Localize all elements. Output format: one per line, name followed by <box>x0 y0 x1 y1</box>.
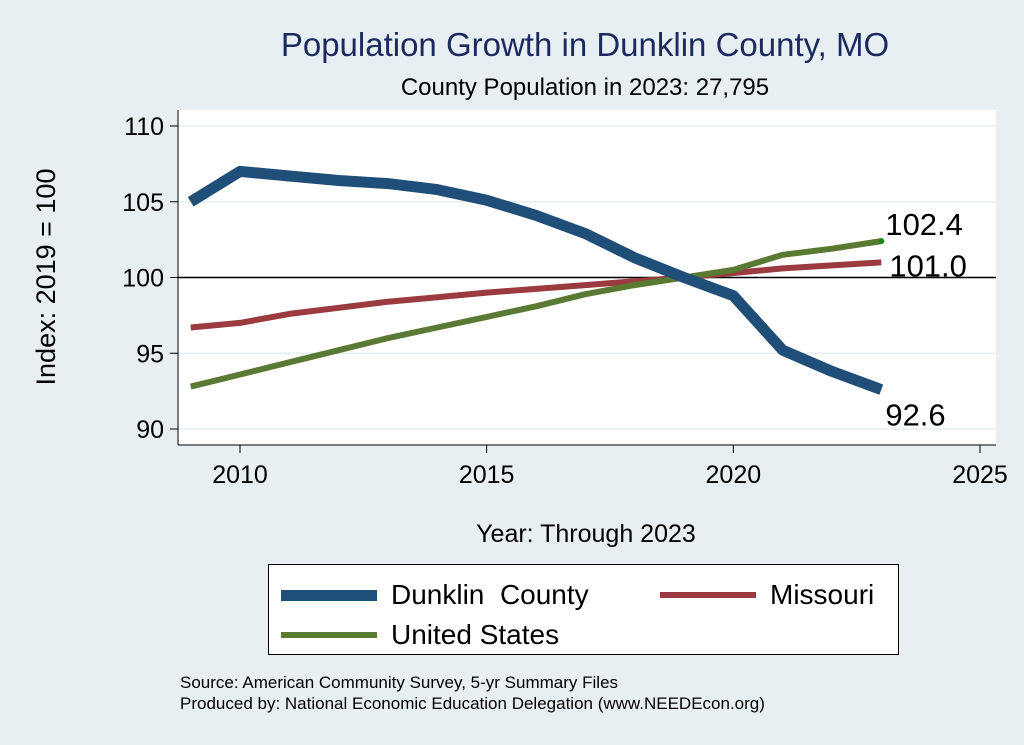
end-labels: 92.6 101.0 102.4 <box>885 207 967 432</box>
line-chart: 90 95 100 105 110 2010 2015 2020 2025 92.6 101.0… <box>31 110 1008 548</box>
legend-item-missouri: Missouri <box>660 579 874 611</box>
chart-title: Population Growth in Dunklin County, MO <box>280 26 890 63</box>
source-line: Source: American Community Survey, 5-yr … <box>180 673 619 692</box>
y-tick-label: 105 <box>122 189 164 217</box>
x-axis-label: Year: Through 2023 <box>476 520 696 548</box>
y-tick-label: 90 <box>136 416 164 444</box>
source-note: Source: American Community Survey, 5-yr … <box>180 672 765 714</box>
legend-swatch-united-states <box>281 632 377 638</box>
legend-item-dunklin: Dunklin County <box>281 579 589 611</box>
end-label-dunklin: 92.6 <box>885 398 945 433</box>
series-line-dunklin <box>187 165 884 395</box>
y-axis-ticks: 90 95 100 105 110 <box>122 113 178 444</box>
x-tick-label: 2025 <box>952 461 1008 489</box>
x-tick-label: 2020 <box>706 461 762 489</box>
legend-label-united-states: United States <box>391 619 560 650</box>
legend: Dunklin County Missouri United States <box>268 564 899 655</box>
chart-subtitle: County Population in 2023: 27,795 <box>400 74 770 101</box>
legend-swatch-dunklin <box>281 589 377 601</box>
end-label-united-states: 102.4 <box>885 207 963 242</box>
y-tick-label: 95 <box>136 340 164 368</box>
legend-item-united-states: United States <box>281 619 559 651</box>
y-tick-label: 110 <box>124 113 164 141</box>
y-axis-label: Index: 2019 = 100 <box>31 169 61 386</box>
end-marker-united-states <box>878 238 885 245</box>
x-axis-ticks: 2010 2015 2020 2025 <box>212 445 1008 489</box>
legend-label-dunklin: Dunklin County <box>391 579 589 610</box>
produced-by-line: Produced by: National Economic Education… <box>180 694 765 713</box>
series-line-missouri <box>190 259 882 331</box>
x-tick-label: 2010 <box>212 461 268 489</box>
end-label-missouri: 101.0 <box>889 248 967 283</box>
legend-label-missouri: Missouri <box>770 579 875 610</box>
legend-swatch-missouri <box>660 592 756 598</box>
y-tick-label: 100 <box>122 265 164 293</box>
series-lines <box>187 165 885 395</box>
x-tick-label: 2015 <box>459 461 515 489</box>
series-line-united-states <box>189 238 882 390</box>
